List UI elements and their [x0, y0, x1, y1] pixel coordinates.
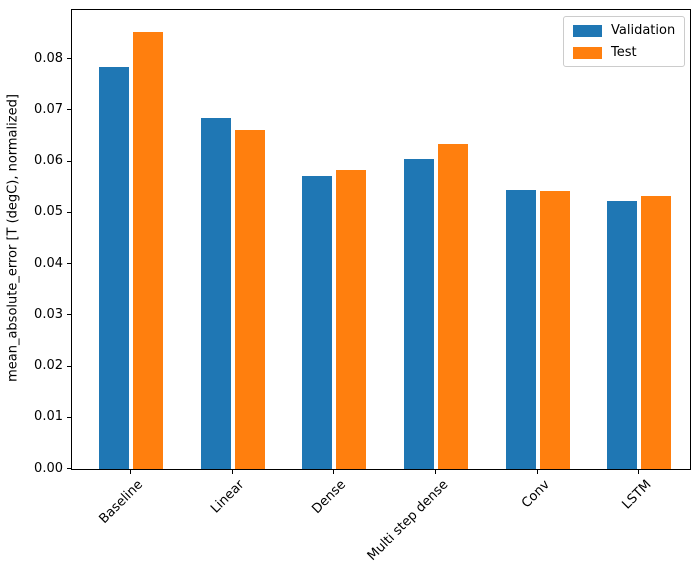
y-tick-label-0.03: 0.03: [34, 306, 63, 322]
y-tick-mark-0.07: [67, 109, 71, 111]
y-tick-label-0.00: 0.00: [34, 460, 63, 476]
x-tick-label-linear: Linear: [208, 477, 248, 517]
y-tick-mark-0.02: [67, 365, 71, 367]
y-tick-label-0.06: 0.06: [34, 153, 63, 169]
legend-entry-validation: Validation: [573, 23, 675, 38]
y-axis-label: mean_absolute_error [T (degC), normalize…: [5, 94, 21, 382]
x-tick-mark-dense: [333, 470, 335, 474]
x-tick-mark-linear: [231, 470, 233, 474]
y-tick-mark-0.08: [67, 58, 71, 60]
legend-label-validation: Validation: [611, 23, 676, 38]
x-tick-mark-lstm: [638, 470, 640, 474]
legend: Validation Test: [563, 16, 686, 67]
bar-test-conv: [539, 191, 570, 469]
y-tick-mark-0.01: [67, 416, 71, 418]
bar-validation-baseline: [99, 66, 129, 469]
y-tick-label-0.04: 0.04: [34, 255, 63, 271]
bar-validation-multi-step-dense: [403, 158, 434, 469]
y-tick-mark-0.00: [67, 468, 71, 469]
y-tick-label-0.08: 0.08: [34, 50, 63, 66]
y-tick-label-0.07: 0.07: [34, 101, 63, 117]
plot-area: [71, 9, 691, 470]
x-tick-label-baseline: Baseline: [96, 477, 146, 527]
x-tick-mark-multi-step-dense: [434, 470, 436, 474]
y-tick-label-0.05: 0.05: [34, 204, 63, 220]
y-tick-label-0.02: 0.02: [34, 358, 63, 374]
bar-validation-linear: [200, 117, 231, 469]
x-tick-label-conv: Conv: [518, 477, 553, 512]
x-tick-label-multi-step-dense: Multi step dense: [364, 477, 451, 564]
y-tick-mark-0.03: [67, 314, 71, 316]
x-tick-label-lstm: LSTM: [619, 477, 655, 513]
bar-test-lstm: [641, 195, 672, 469]
bar-test-baseline: [133, 32, 163, 469]
bar-validation-dense: [302, 175, 333, 469]
y-tick-label-0.01: 0.01: [34, 409, 63, 425]
test-color-swatch: [573, 46, 602, 59]
y-tick-mark-0.04: [67, 263, 71, 265]
x-tick-mark-baseline: [130, 470, 131, 474]
legend-entry-test: Test: [573, 45, 675, 60]
legend-label-test: Test: [611, 45, 637, 60]
y-tick-mark-0.05: [67, 211, 71, 213]
validation-color-swatch: [573, 24, 602, 37]
bar-validation-lstm: [607, 201, 638, 469]
bar-test-linear: [234, 129, 265, 469]
x-tick-label-dense: Dense: [309, 477, 350, 517]
bar-validation-conv: [505, 190, 536, 469]
bar-test-multi-step-dense: [437, 144, 468, 469]
bar-test-dense: [336, 170, 367, 469]
x-tick-mark-conv: [536, 470, 538, 474]
y-tick-mark-0.06: [67, 160, 71, 162]
